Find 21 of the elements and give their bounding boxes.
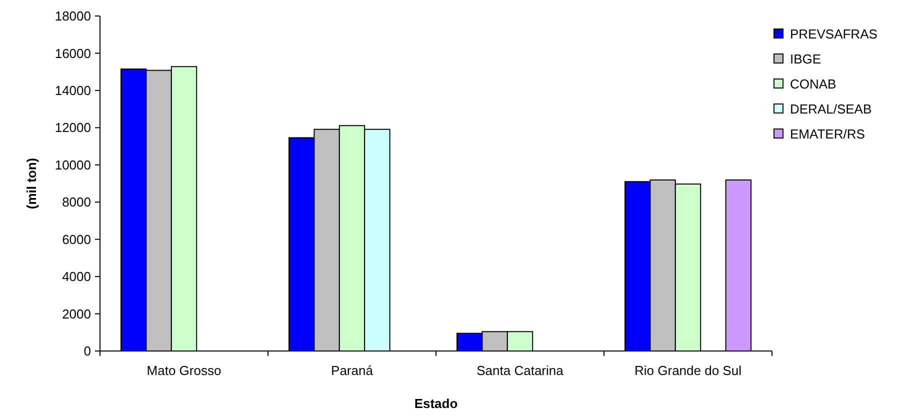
y-tick-label: 6000: [62, 232, 91, 247]
legend-label: EMATER/RS: [790, 126, 866, 142]
x-tick-label: Rio Grande do Sul: [634, 363, 742, 378]
legend-label: PREVSAFRAS: [790, 26, 878, 42]
legend-label: DERAL/SEAB: [790, 102, 872, 117]
y-tick-label: 18000: [54, 8, 91, 24]
y-tick-label: 2000: [62, 306, 91, 322]
legend-label: IBGE: [790, 52, 822, 67]
x-tick-label: Santa Catarina: [476, 363, 564, 378]
x-tick-label: Paraná: [331, 363, 374, 378]
x-tick-label: Mato Grosso: [146, 363, 222, 378]
y-tick-label: 14000: [54, 82, 91, 98]
y-tick-label: 10000: [54, 157, 91, 172]
x-axis-title: Estado: [414, 396, 458, 411]
y-tick-label: 8000: [62, 194, 91, 210]
y-tick-label: 16000: [54, 46, 91, 61]
legend-label: CONAB: [790, 76, 836, 92]
y-tick-label: 12000: [54, 120, 91, 136]
y-axis-title: (mil ton): [24, 158, 39, 210]
y-tick-label: 4000: [62, 269, 91, 284]
y-tick-label: 0: [84, 344, 91, 359]
